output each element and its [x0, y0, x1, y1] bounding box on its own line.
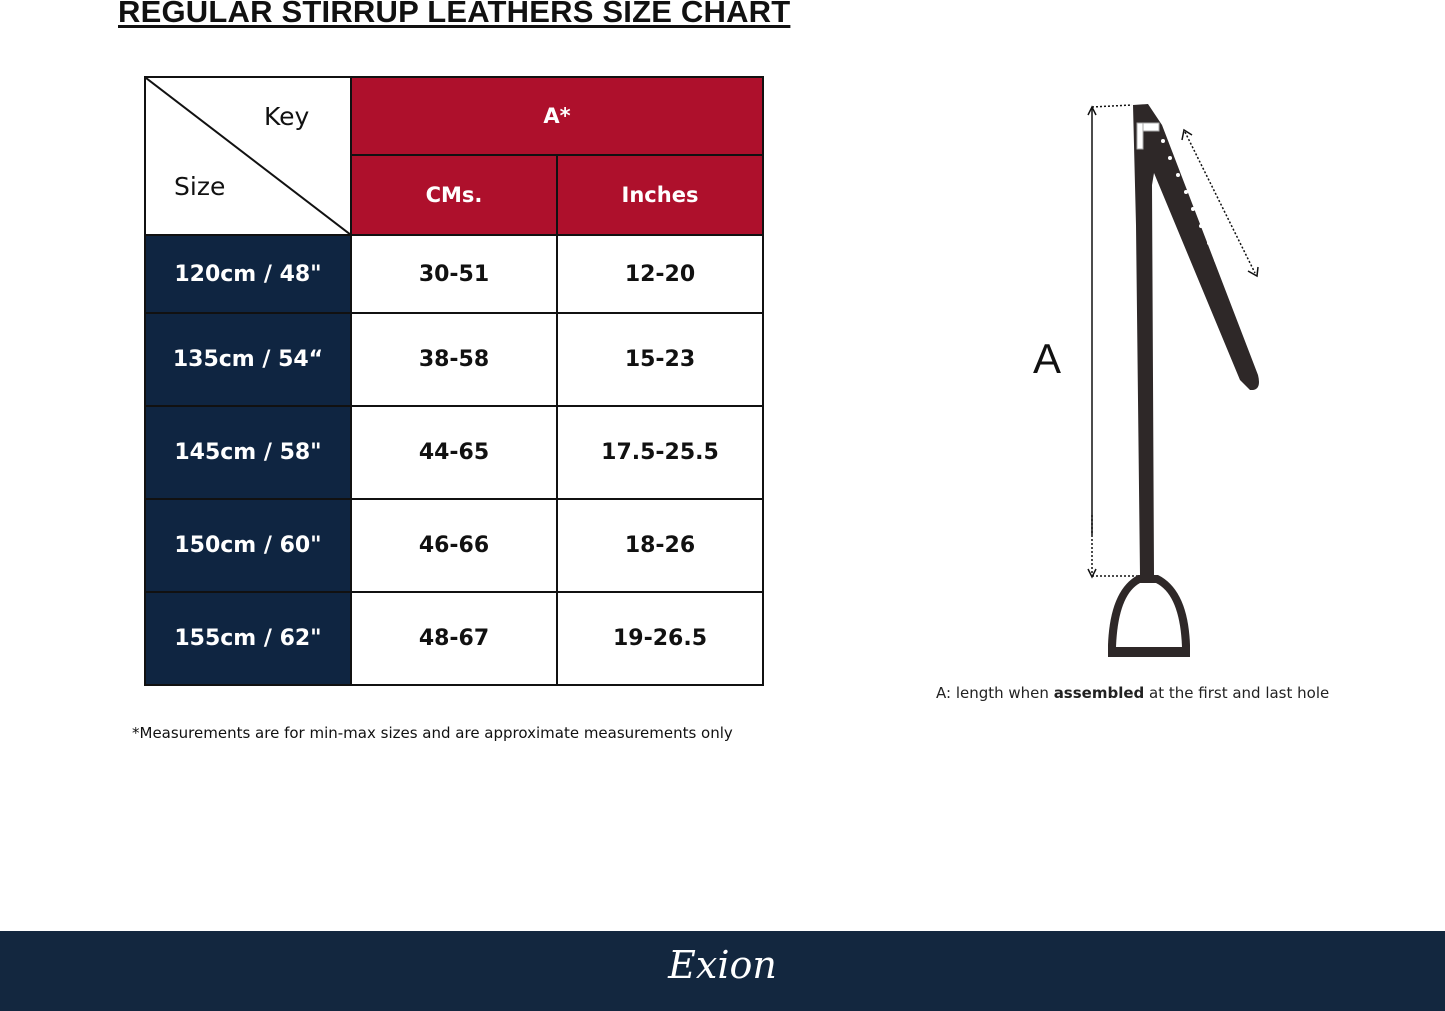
caption-bold: assembled — [1053, 684, 1145, 702]
dimension-label-a: A — [1033, 335, 1062, 382]
group-header: A* — [350, 76, 764, 156]
cms-cell: 30-51 — [350, 234, 558, 314]
inches-cell: 15-23 — [556, 312, 764, 407]
footer-band: Exion — [0, 931, 1445, 1011]
inches-cell: 19-26.5 — [556, 591, 764, 686]
inches-cell: 18-26 — [556, 498, 764, 593]
size-cell: 135cm / 54“ — [144, 312, 352, 407]
table-row: 155cm / 62" 48-67 19-26.5 — [144, 591, 764, 686]
cms-cell: 46-66 — [350, 498, 558, 593]
inches-cell: 17.5-25.5 — [556, 405, 764, 500]
table-row: 120cm / 48" 30-51 12-20 — [144, 234, 764, 314]
brand-logo: Exion — [668, 943, 777, 987]
cms-cell: 38-58 — [350, 312, 558, 407]
stirrup-leather-illustration — [1087, 104, 1259, 657]
key-label: Key — [264, 102, 310, 131]
table-row: 150cm / 60" 46-66 18-26 — [144, 498, 764, 593]
diagonal-divider — [146, 78, 351, 235]
column-header-cms: CMs. — [350, 153, 558, 237]
page-title: REGULAR STIRRUP LEATHERS SIZE CHART — [118, 0, 791, 29]
measurement-note: *Measurements are for min-max sizes and … — [132, 724, 733, 742]
size-cell: 145cm / 58" — [144, 405, 352, 500]
column-header-inches: Inches — [556, 153, 764, 237]
cms-cell: 44-65 — [350, 405, 558, 500]
cms-cell: 48-67 — [350, 591, 558, 686]
table-row: 145cm / 58" 44-65 17.5-25.5 — [144, 405, 764, 500]
size-cell: 150cm / 60" — [144, 498, 352, 593]
size-cell: 155cm / 62" — [144, 591, 352, 686]
size-label: Size — [174, 172, 226, 201]
caption-text: at the first and last hole — [1144, 684, 1330, 702]
corner-cell: Key Size — [144, 76, 352, 236]
caption-text: A: length when — [936, 684, 1054, 702]
inches-cell: 12-20 — [556, 234, 764, 314]
table-row: 135cm / 54“ 38-58 15-23 — [144, 312, 764, 407]
diagram-caption: A: length when assembled at the first an… — [936, 684, 1329, 702]
size-chart-table: Key Size A* CMs. Inches 120cm / 48" 30-5… — [144, 76, 764, 686]
size-cell: 120cm / 48" — [144, 234, 352, 314]
